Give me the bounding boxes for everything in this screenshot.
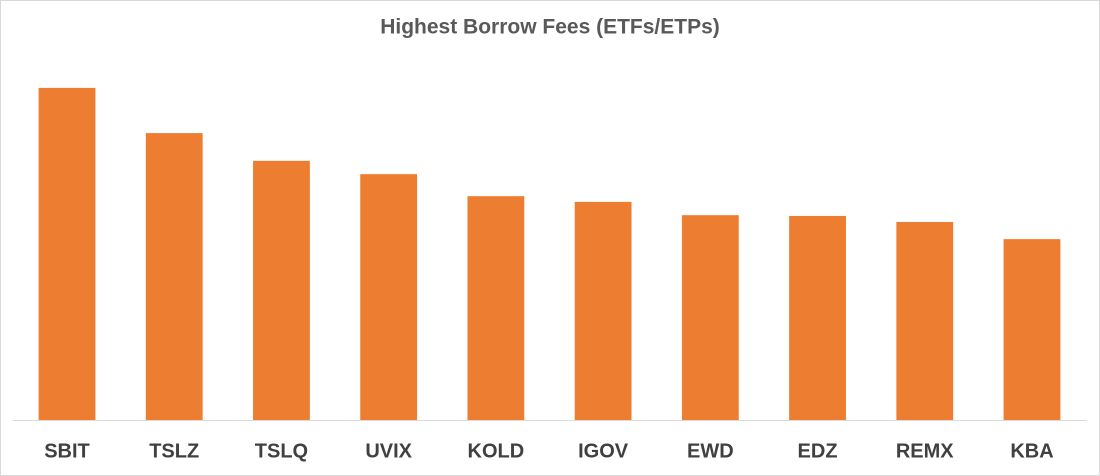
chart-title: Highest Borrow Fees (ETFs/ETPs)	[380, 16, 720, 39]
x-tick-label: SBIT	[44, 440, 90, 462]
bar	[360, 174, 418, 420]
x-tick-label: UVIX	[365, 440, 412, 462]
bar	[681, 215, 739, 420]
x-tick-label: TSLZ	[149, 440, 199, 462]
x-tick-label: REMX	[896, 440, 954, 462]
bar	[789, 215, 846, 420]
bar	[896, 222, 954, 420]
x-tick-label: IGOV	[578, 440, 629, 462]
bar	[574, 201, 632, 420]
bar	[253, 160, 310, 420]
x-tick-label: KOLD	[468, 440, 525, 462]
x-tick-label: TSLQ	[255, 440, 308, 462]
x-tick-label: EDZ	[798, 440, 838, 462]
bar	[467, 196, 525, 420]
x-tick-label: KBA	[1010, 440, 1053, 462]
bar	[1003, 239, 1061, 420]
bar	[145, 133, 203, 420]
x-tick-label: EWD	[687, 440, 734, 462]
bar	[38, 87, 96, 420]
